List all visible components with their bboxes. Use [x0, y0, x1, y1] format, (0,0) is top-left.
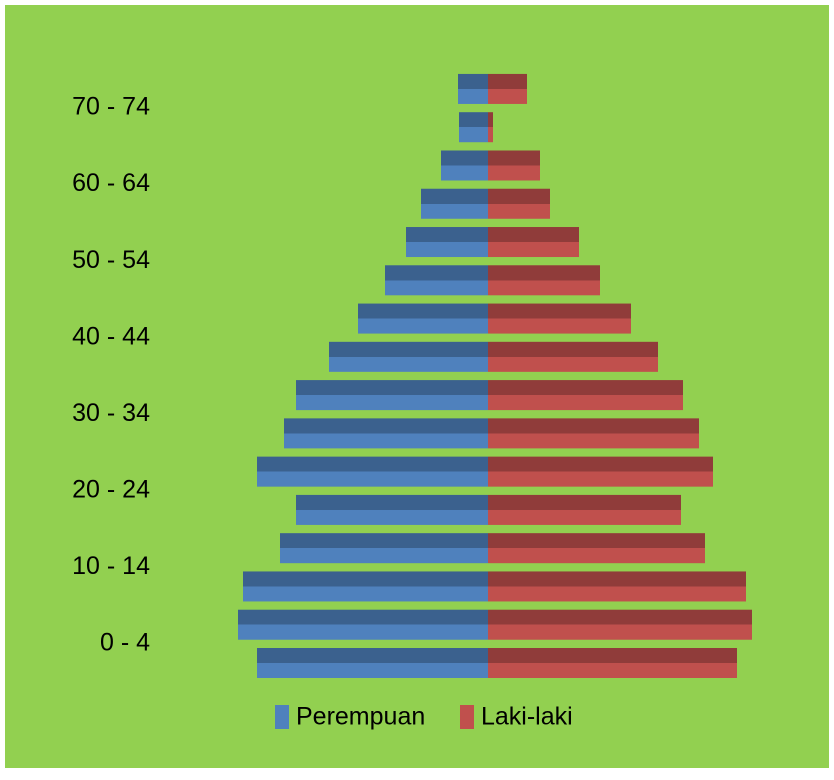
bar: [458, 73, 488, 104]
bar-shade: [459, 112, 488, 143]
legend-label: Perempuan: [296, 703, 425, 731]
bar-shade: [296, 494, 488, 525]
y-tick-label: 40 - 44: [72, 322, 150, 350]
bar-shade: [458, 73, 488, 104]
labels: 0 - 4 10 - 14 20 - 24 30 - 34 40 - 44 50 - 54…: [72, 93, 150, 657]
bar: [488, 341, 658, 372]
bar: [488, 533, 705, 564]
bar-shade: [284, 418, 488, 449]
bar: [257, 456, 488, 487]
bar: [406, 227, 488, 258]
bar-shade: [488, 494, 681, 525]
bar-shade: [488, 341, 658, 372]
bar: [238, 609, 488, 640]
bars: [238, 73, 752, 678]
y-tick-label: 50 - 54: [72, 246, 150, 274]
bar-shade: [488, 188, 550, 219]
bar-shade: [488, 150, 540, 181]
bar: [488, 188, 550, 219]
bar: [488, 418, 699, 449]
bar: [488, 571, 746, 602]
bar-shade: [385, 265, 488, 296]
bar-shade: [358, 303, 488, 334]
bar: [488, 150, 540, 181]
bar-shade: [406, 227, 488, 258]
bar: [488, 227, 579, 258]
bar-shade: [488, 112, 493, 143]
bar: [296, 380, 488, 411]
y-tick-label: 60 - 64: [72, 169, 150, 197]
legend-swatch: [275, 705, 289, 729]
bar: [488, 609, 752, 640]
legend-label: Laki-laki: [481, 703, 573, 731]
bar-shade: [296, 380, 488, 411]
bar-shade: [238, 609, 488, 640]
bar: [488, 265, 600, 296]
bar-shade: [488, 265, 600, 296]
bar: [257, 648, 488, 678]
bar-shade: [488, 648, 737, 678]
bar: [358, 303, 488, 334]
legend: Perempuan Laki-laki: [275, 703, 573, 731]
legend-swatch: [460, 705, 474, 729]
bar-shade: [488, 456, 713, 487]
bar-shade: [329, 341, 488, 372]
bar-shade: [488, 380, 683, 411]
bar: [488, 112, 493, 143]
bar: [488, 648, 737, 678]
y-tick-label: 70 - 74: [72, 93, 150, 121]
bar: [296, 494, 488, 525]
bar: [280, 533, 488, 564]
bar-shade: [488, 73, 527, 104]
bar: [459, 112, 488, 143]
bar-shade: [441, 150, 488, 181]
bar: [421, 188, 488, 219]
bar-shade: [488, 609, 752, 640]
y-tick-label: 20 - 24: [72, 475, 150, 503]
bar-shade: [488, 418, 699, 449]
bar-shade: [243, 571, 488, 602]
bar-shade: [488, 303, 631, 334]
bar-shade: [488, 227, 579, 258]
bar: [284, 418, 488, 449]
bar: [441, 150, 488, 181]
bar: [488, 303, 631, 334]
y-tick-label: 10 - 14: [72, 552, 150, 580]
bar-shade: [488, 571, 746, 602]
bar: [488, 494, 681, 525]
y-tick-label: 30 - 34: [72, 399, 150, 427]
bar: [385, 265, 488, 296]
bar: [488, 73, 527, 104]
bar-shade: [257, 648, 488, 678]
y-tick-label: 0 - 4: [100, 628, 150, 656]
bar: [243, 571, 488, 602]
bar-shade: [421, 188, 488, 219]
bar-shade: [488, 533, 705, 564]
bar-shade: [280, 533, 488, 564]
bar-shade: [257, 456, 488, 487]
bar: [329, 341, 488, 372]
bar: [488, 456, 713, 487]
bar: [488, 380, 683, 411]
